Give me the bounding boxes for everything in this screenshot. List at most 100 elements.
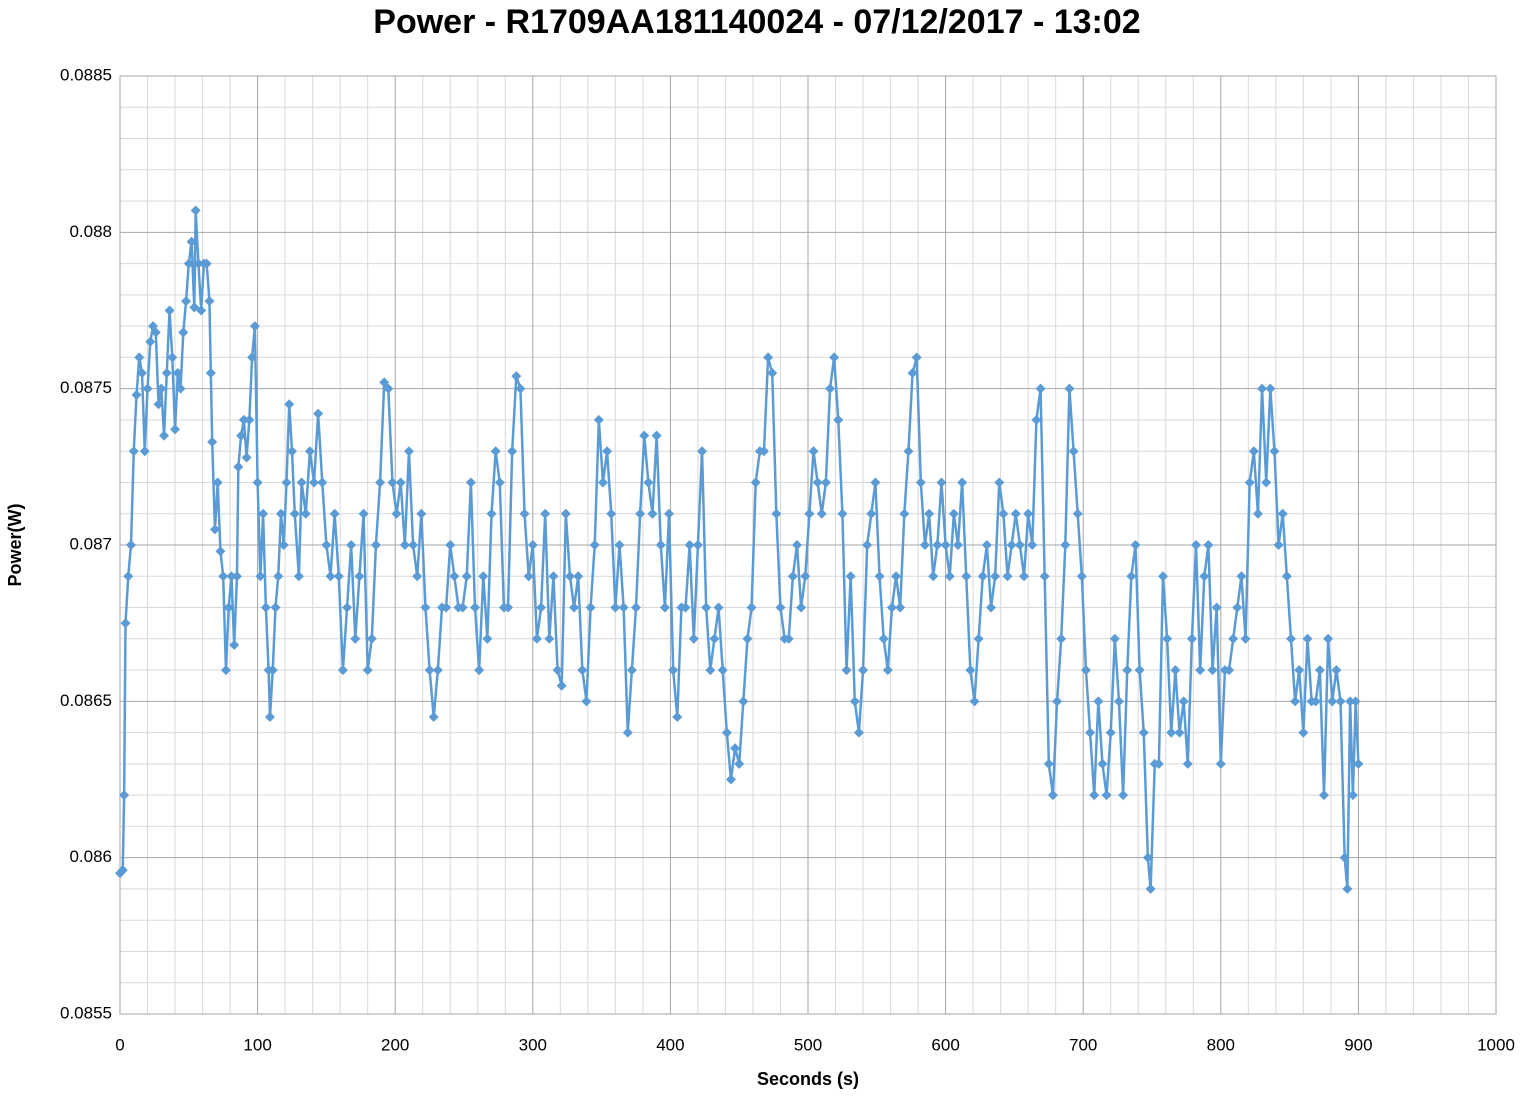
x-tick-label: 700 — [1069, 1035, 1097, 1054]
data-point — [1353, 758, 1364, 769]
data-point — [186, 236, 197, 247]
data-point — [408, 540, 419, 550]
data-point — [1076, 571, 1087, 582]
data-point — [932, 540, 943, 550]
data-point — [119, 790, 130, 801]
data-point — [1294, 665, 1305, 676]
data-point — [1142, 852, 1153, 863]
data-point — [1134, 665, 1145, 676]
data-point — [289, 508, 300, 519]
data-point — [1047, 790, 1058, 801]
data-point — [190, 205, 201, 216]
data-point — [395, 477, 406, 488]
data-point — [783, 633, 794, 644]
data-point — [159, 430, 170, 441]
data-point — [1269, 446, 1280, 457]
data-point — [1010, 508, 1021, 519]
data-point — [915, 477, 926, 488]
data-point — [391, 508, 402, 519]
plot-border — [119, 75, 1497, 1015]
data-point — [137, 368, 148, 379]
data-point — [1166, 727, 1177, 738]
data-point — [573, 571, 584, 582]
data-point — [515, 383, 526, 394]
data-point — [1052, 696, 1063, 707]
data-point — [948, 508, 959, 519]
data-point — [1109, 633, 1120, 644]
data-point — [482, 633, 493, 644]
data-point — [1240, 633, 1251, 644]
data-point — [1323, 633, 1334, 644]
data-point — [672, 711, 683, 722]
data-point — [1126, 571, 1137, 582]
data-point — [713, 602, 724, 613]
data-point — [1347, 790, 1358, 801]
data-point — [1302, 633, 1313, 644]
data-point — [383, 383, 394, 394]
data-point — [117, 865, 128, 876]
data-point — [924, 508, 935, 519]
data-point — [1153, 758, 1164, 769]
data-point — [990, 571, 1001, 582]
data-point — [1244, 477, 1255, 488]
x-tick-label: 1000 — [1477, 1035, 1515, 1054]
data-point — [275, 508, 286, 519]
data-point — [886, 602, 897, 613]
data-point — [273, 571, 284, 582]
data-point — [412, 571, 423, 582]
data-point — [1232, 602, 1243, 613]
data-point — [763, 352, 774, 363]
data-point — [123, 571, 134, 582]
data-point — [511, 371, 522, 382]
data-point — [853, 727, 864, 738]
data-point — [1002, 571, 1013, 582]
y-tick-label: 0.0875 — [60, 378, 112, 397]
data-point — [1252, 508, 1263, 519]
data-point — [1182, 758, 1193, 769]
data-point — [1342, 883, 1353, 894]
data-point — [1331, 665, 1342, 676]
data-point — [1236, 571, 1247, 582]
data-point — [709, 633, 720, 644]
data-point — [1101, 790, 1112, 801]
data-point — [175, 383, 186, 394]
y-tick-label: 0.088 — [69, 222, 112, 241]
data-point — [973, 633, 984, 644]
data-point — [428, 711, 439, 722]
data-point — [244, 414, 255, 425]
data-point — [329, 508, 340, 519]
data-point — [969, 696, 980, 707]
data-point — [229, 640, 240, 651]
data-point — [697, 446, 708, 457]
data-point — [432, 665, 443, 676]
data-point — [1031, 414, 1042, 425]
data-point — [270, 602, 281, 613]
data-point — [161, 368, 172, 379]
data-point — [775, 602, 786, 613]
data-point — [366, 633, 377, 644]
data-point — [825, 383, 836, 394]
data-point — [1191, 540, 1202, 550]
data-point — [465, 477, 476, 488]
data-point — [255, 571, 266, 582]
x-axis-title: Seconds (s) — [757, 1069, 859, 1089]
data-point — [420, 602, 431, 613]
x-tick-label: 600 — [931, 1035, 959, 1054]
data-point — [1097, 758, 1108, 769]
y-tick-label: 0.0865 — [60, 691, 112, 710]
data-point — [183, 258, 194, 269]
data-point — [804, 508, 815, 519]
data-point — [209, 524, 220, 535]
data-point — [461, 571, 472, 582]
data-point — [1261, 477, 1272, 488]
data-point — [156, 383, 167, 394]
data-point — [816, 508, 827, 519]
data-point — [651, 430, 662, 441]
data-point — [1203, 540, 1214, 550]
data-point — [424, 665, 435, 676]
data-point — [944, 571, 955, 582]
data-point — [1195, 665, 1206, 676]
data-point — [540, 508, 551, 519]
data-point — [837, 508, 848, 519]
